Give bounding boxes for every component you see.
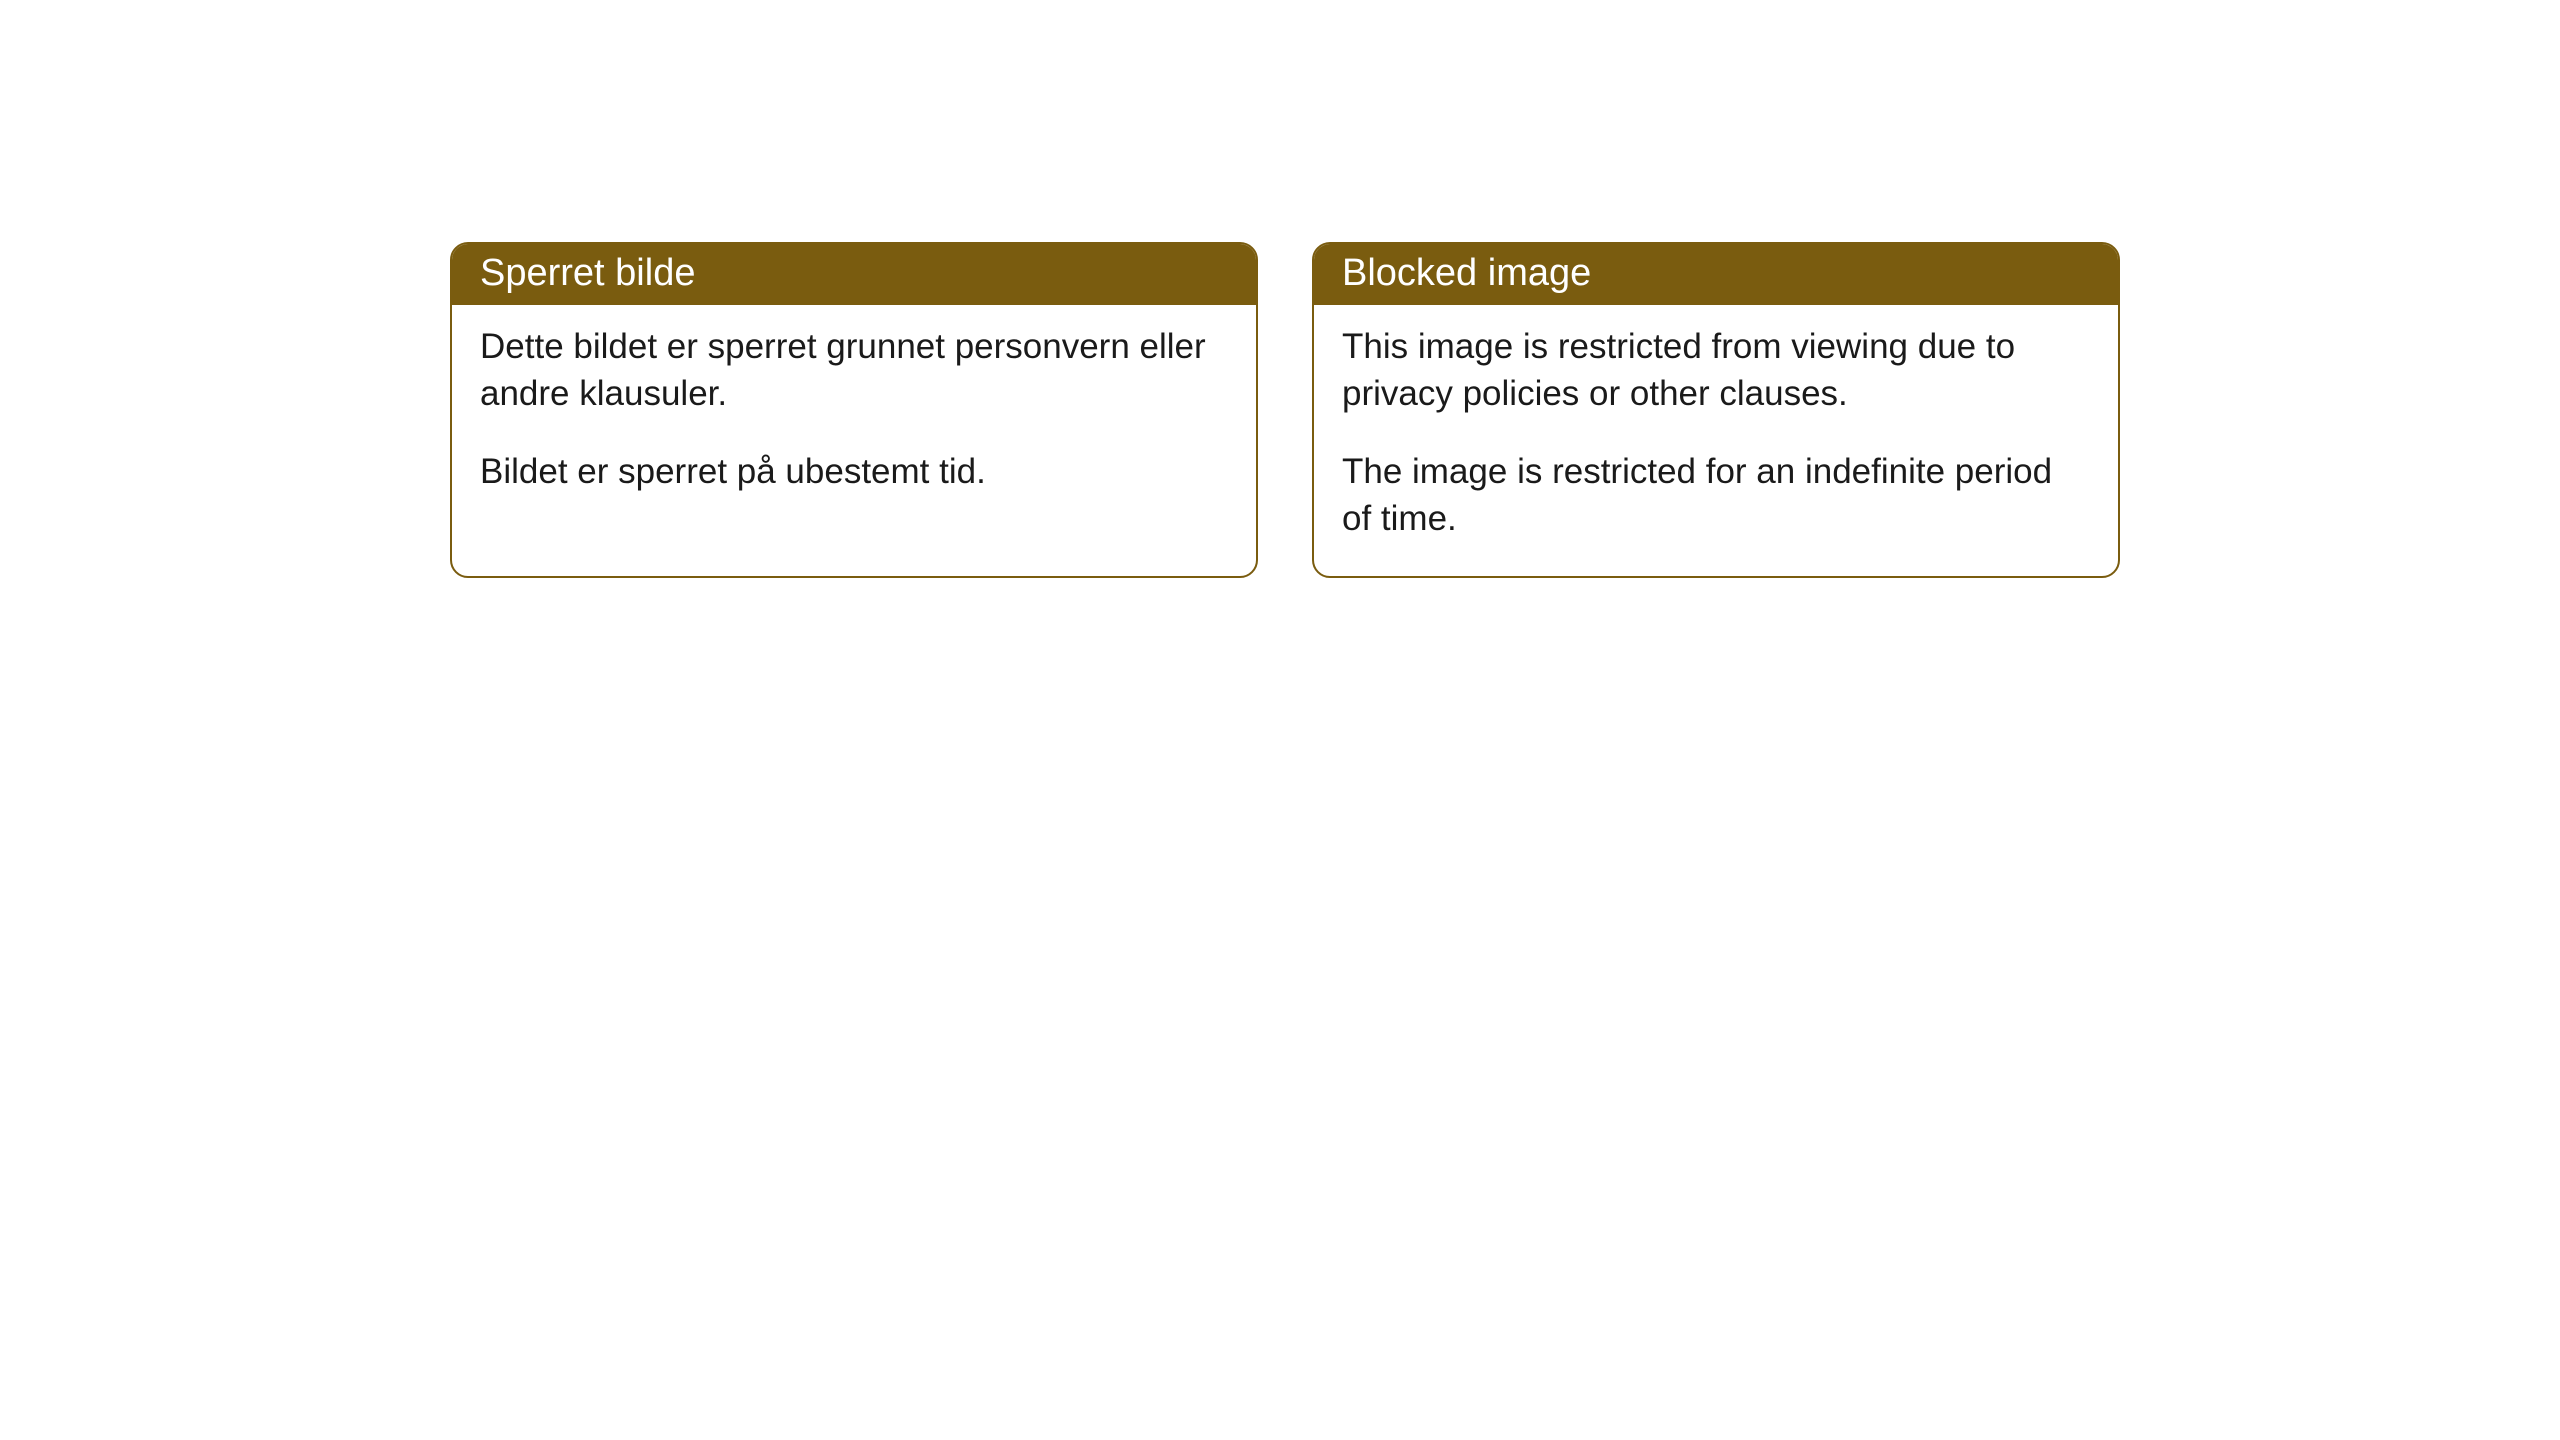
notice-paragraph-2-no: Bildet er sperret på ubestemt tid. [480, 448, 1228, 495]
card-header-english: Blocked image [1314, 244, 2118, 305]
card-body-norwegian: Dette bildet er sperret grunnet personve… [452, 305, 1256, 529]
notice-paragraph-1-en: This image is restricted from viewing du… [1342, 323, 2090, 418]
notice-paragraph-2-en: The image is restricted for an indefinit… [1342, 448, 2090, 543]
card-header-norwegian: Sperret bilde [452, 244, 1256, 305]
notice-card-english: Blocked image This image is restricted f… [1312, 242, 2120, 578]
notice-cards-container: Sperret bilde Dette bildet er sperret gr… [450, 242, 2120, 578]
notice-paragraph-1-no: Dette bildet er sperret grunnet personve… [480, 323, 1228, 418]
card-body-english: This image is restricted from viewing du… [1314, 305, 2118, 576]
notice-card-norwegian: Sperret bilde Dette bildet er sperret gr… [450, 242, 1258, 578]
